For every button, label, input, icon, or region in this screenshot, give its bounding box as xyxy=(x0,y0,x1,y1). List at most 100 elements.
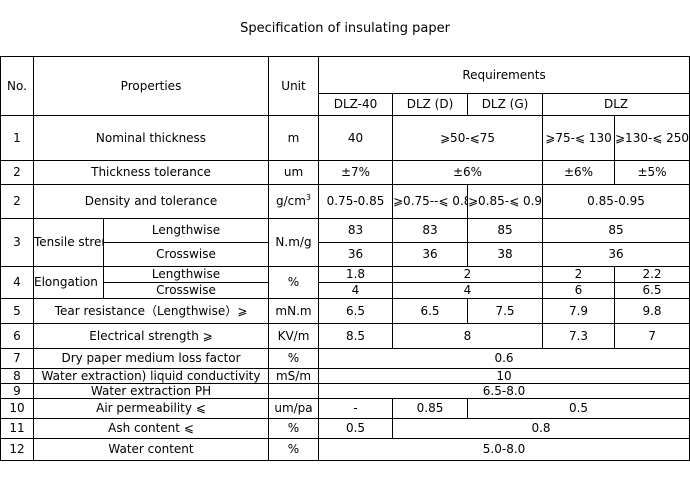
value-cell: 6 xyxy=(542,282,615,299)
row-no: 10 xyxy=(0,398,34,419)
row-no: 1 xyxy=(0,115,34,161)
unit-cell: um/pa xyxy=(268,398,319,419)
unit-superscript: 3 xyxy=(305,193,312,202)
value-cell: ⩾75-⩽ 130 xyxy=(542,115,615,161)
value-cell: 0.5 xyxy=(318,418,393,439)
row-no: 8 xyxy=(0,368,34,384)
property-label: Tensile strength ⩾ xyxy=(33,218,104,267)
value-cell: 5.0-8.0 xyxy=(317,438,690,461)
value-cell: 85 xyxy=(467,218,543,243)
row-no: 11 xyxy=(0,418,34,439)
unit-cell: mN.m xyxy=(268,298,319,324)
value-cell: 0.85 xyxy=(392,398,468,419)
value-cell: 1.8 xyxy=(318,266,393,283)
row-no: 3 xyxy=(0,218,34,267)
unit-text: g/cm xyxy=(275,194,306,208)
value-cell: ⩾0.85-⩽ 0.95 xyxy=(467,184,543,219)
value-cell: 40 xyxy=(318,115,393,161)
value-cell: ±7% xyxy=(318,160,393,185)
header-requirements: Requirements xyxy=(317,56,690,94)
value-cell: 6.5 xyxy=(392,298,468,324)
row-no: 6 xyxy=(0,323,34,349)
value-cell: ⩾130-⩽ 250 xyxy=(613,115,690,161)
grade-dlz40: DLZ-40 xyxy=(318,93,393,116)
value-cell: 36 xyxy=(541,242,690,267)
value-cell: 83 xyxy=(392,218,468,243)
unit-cell xyxy=(268,383,319,399)
row-no: 5 xyxy=(0,298,34,324)
value-cell: 36 xyxy=(392,242,468,267)
property-label: Density and tolerance xyxy=(33,184,269,219)
row-no: 7 xyxy=(0,348,34,369)
value-cell: 6.5 xyxy=(613,282,690,299)
value-cell: 2.2 xyxy=(613,266,690,283)
unit-cell: % xyxy=(268,266,319,299)
value-cell: 36 xyxy=(318,242,393,267)
value-cell: ⩾0.75--⩽ 0.85 xyxy=(392,184,468,219)
value-cell: - xyxy=(318,398,393,419)
row-no: 2 xyxy=(0,184,34,219)
property-label: Air permeability ⩽ xyxy=(33,398,269,419)
value-cell: 7.3 xyxy=(542,323,615,349)
value-cell: 0.5 xyxy=(466,398,690,419)
value-cell: 7 xyxy=(613,323,690,349)
sub-property-label: Crosswise xyxy=(103,282,269,299)
row-no: 12 xyxy=(0,438,34,461)
value-cell: 2 xyxy=(392,266,543,283)
value-cell: 85 xyxy=(541,218,690,243)
value-cell: 4 xyxy=(392,282,543,299)
row-no: 2 xyxy=(0,160,34,185)
row-no: 4 xyxy=(0,266,34,299)
unit-cell: m xyxy=(268,115,319,161)
header-properties: Properties xyxy=(33,56,269,116)
property-label: Nominal thickness xyxy=(33,115,269,161)
value-cell: ⩾50-⩽75 xyxy=(392,115,543,161)
table-title: Specification of insulating paper xyxy=(240,20,450,36)
value-cell: 0.8 xyxy=(391,418,690,439)
value-cell: 8 xyxy=(392,323,543,349)
value-cell: 0.6 xyxy=(317,348,690,369)
value-cell: 2 xyxy=(542,266,615,283)
value-cell: 7.9 xyxy=(542,298,615,324)
grade-dlz: DLZ xyxy=(541,93,690,116)
property-label: Ash content ⩽ xyxy=(33,418,269,439)
header-no: No. xyxy=(0,56,34,116)
value-cell: ±6% xyxy=(392,160,543,185)
value-cell: 6.5 xyxy=(318,298,393,324)
property-label: Thickness tolerance xyxy=(33,160,269,185)
sub-property-label: Lengthwise xyxy=(103,218,269,243)
value-cell: 6.5-8.0 xyxy=(317,383,690,399)
header-unit: Unit xyxy=(268,56,319,116)
value-cell: 83 xyxy=(318,218,393,243)
property-label: Electrical strength ⩾ xyxy=(33,323,269,349)
value-cell: 7.5 xyxy=(467,298,543,324)
grade-dlz-g: DLZ (G) xyxy=(467,93,543,116)
unit-cell: um xyxy=(268,160,319,185)
value-cell: 8.5 xyxy=(318,323,393,349)
value-cell: ±6% xyxy=(542,160,615,185)
value-cell: ±5% xyxy=(613,160,690,185)
unit-cell: % xyxy=(268,438,319,461)
property-label: Tear resistance（Lengthwise）⩾ xyxy=(33,298,269,324)
unit-cell: % xyxy=(268,418,319,439)
value-cell: 4 xyxy=(318,282,393,299)
property-label: Elongation ⩾ xyxy=(33,266,104,299)
property-label: Water extraction PH xyxy=(33,383,269,399)
value-cell: 9.8 xyxy=(613,298,690,324)
unit-cell: N.m/g xyxy=(268,218,319,267)
unit-cell: % xyxy=(268,348,319,369)
sub-property-label: Crosswise xyxy=(103,242,269,267)
value-cell: 0.85-0.95 xyxy=(541,184,690,219)
spec-table: No. Properties Unit Requirements DLZ-40 … xyxy=(0,56,690,461)
sub-property-label: Lengthwise xyxy=(103,266,269,283)
property-label: Dry paper medium loss factor xyxy=(33,348,269,369)
grade-dlz-d: DLZ (D) xyxy=(392,93,468,116)
value-cell: 38 xyxy=(467,242,543,267)
unit-cell: g/cm3 xyxy=(268,184,319,219)
property-label: Water content xyxy=(33,438,269,461)
unit-cell: KV/m xyxy=(268,323,319,349)
value-cell: 0.75-0.85 xyxy=(318,184,393,219)
row-no: 9 xyxy=(0,383,34,399)
property-label: Water extraction) liquid conductivity xyxy=(33,368,269,384)
